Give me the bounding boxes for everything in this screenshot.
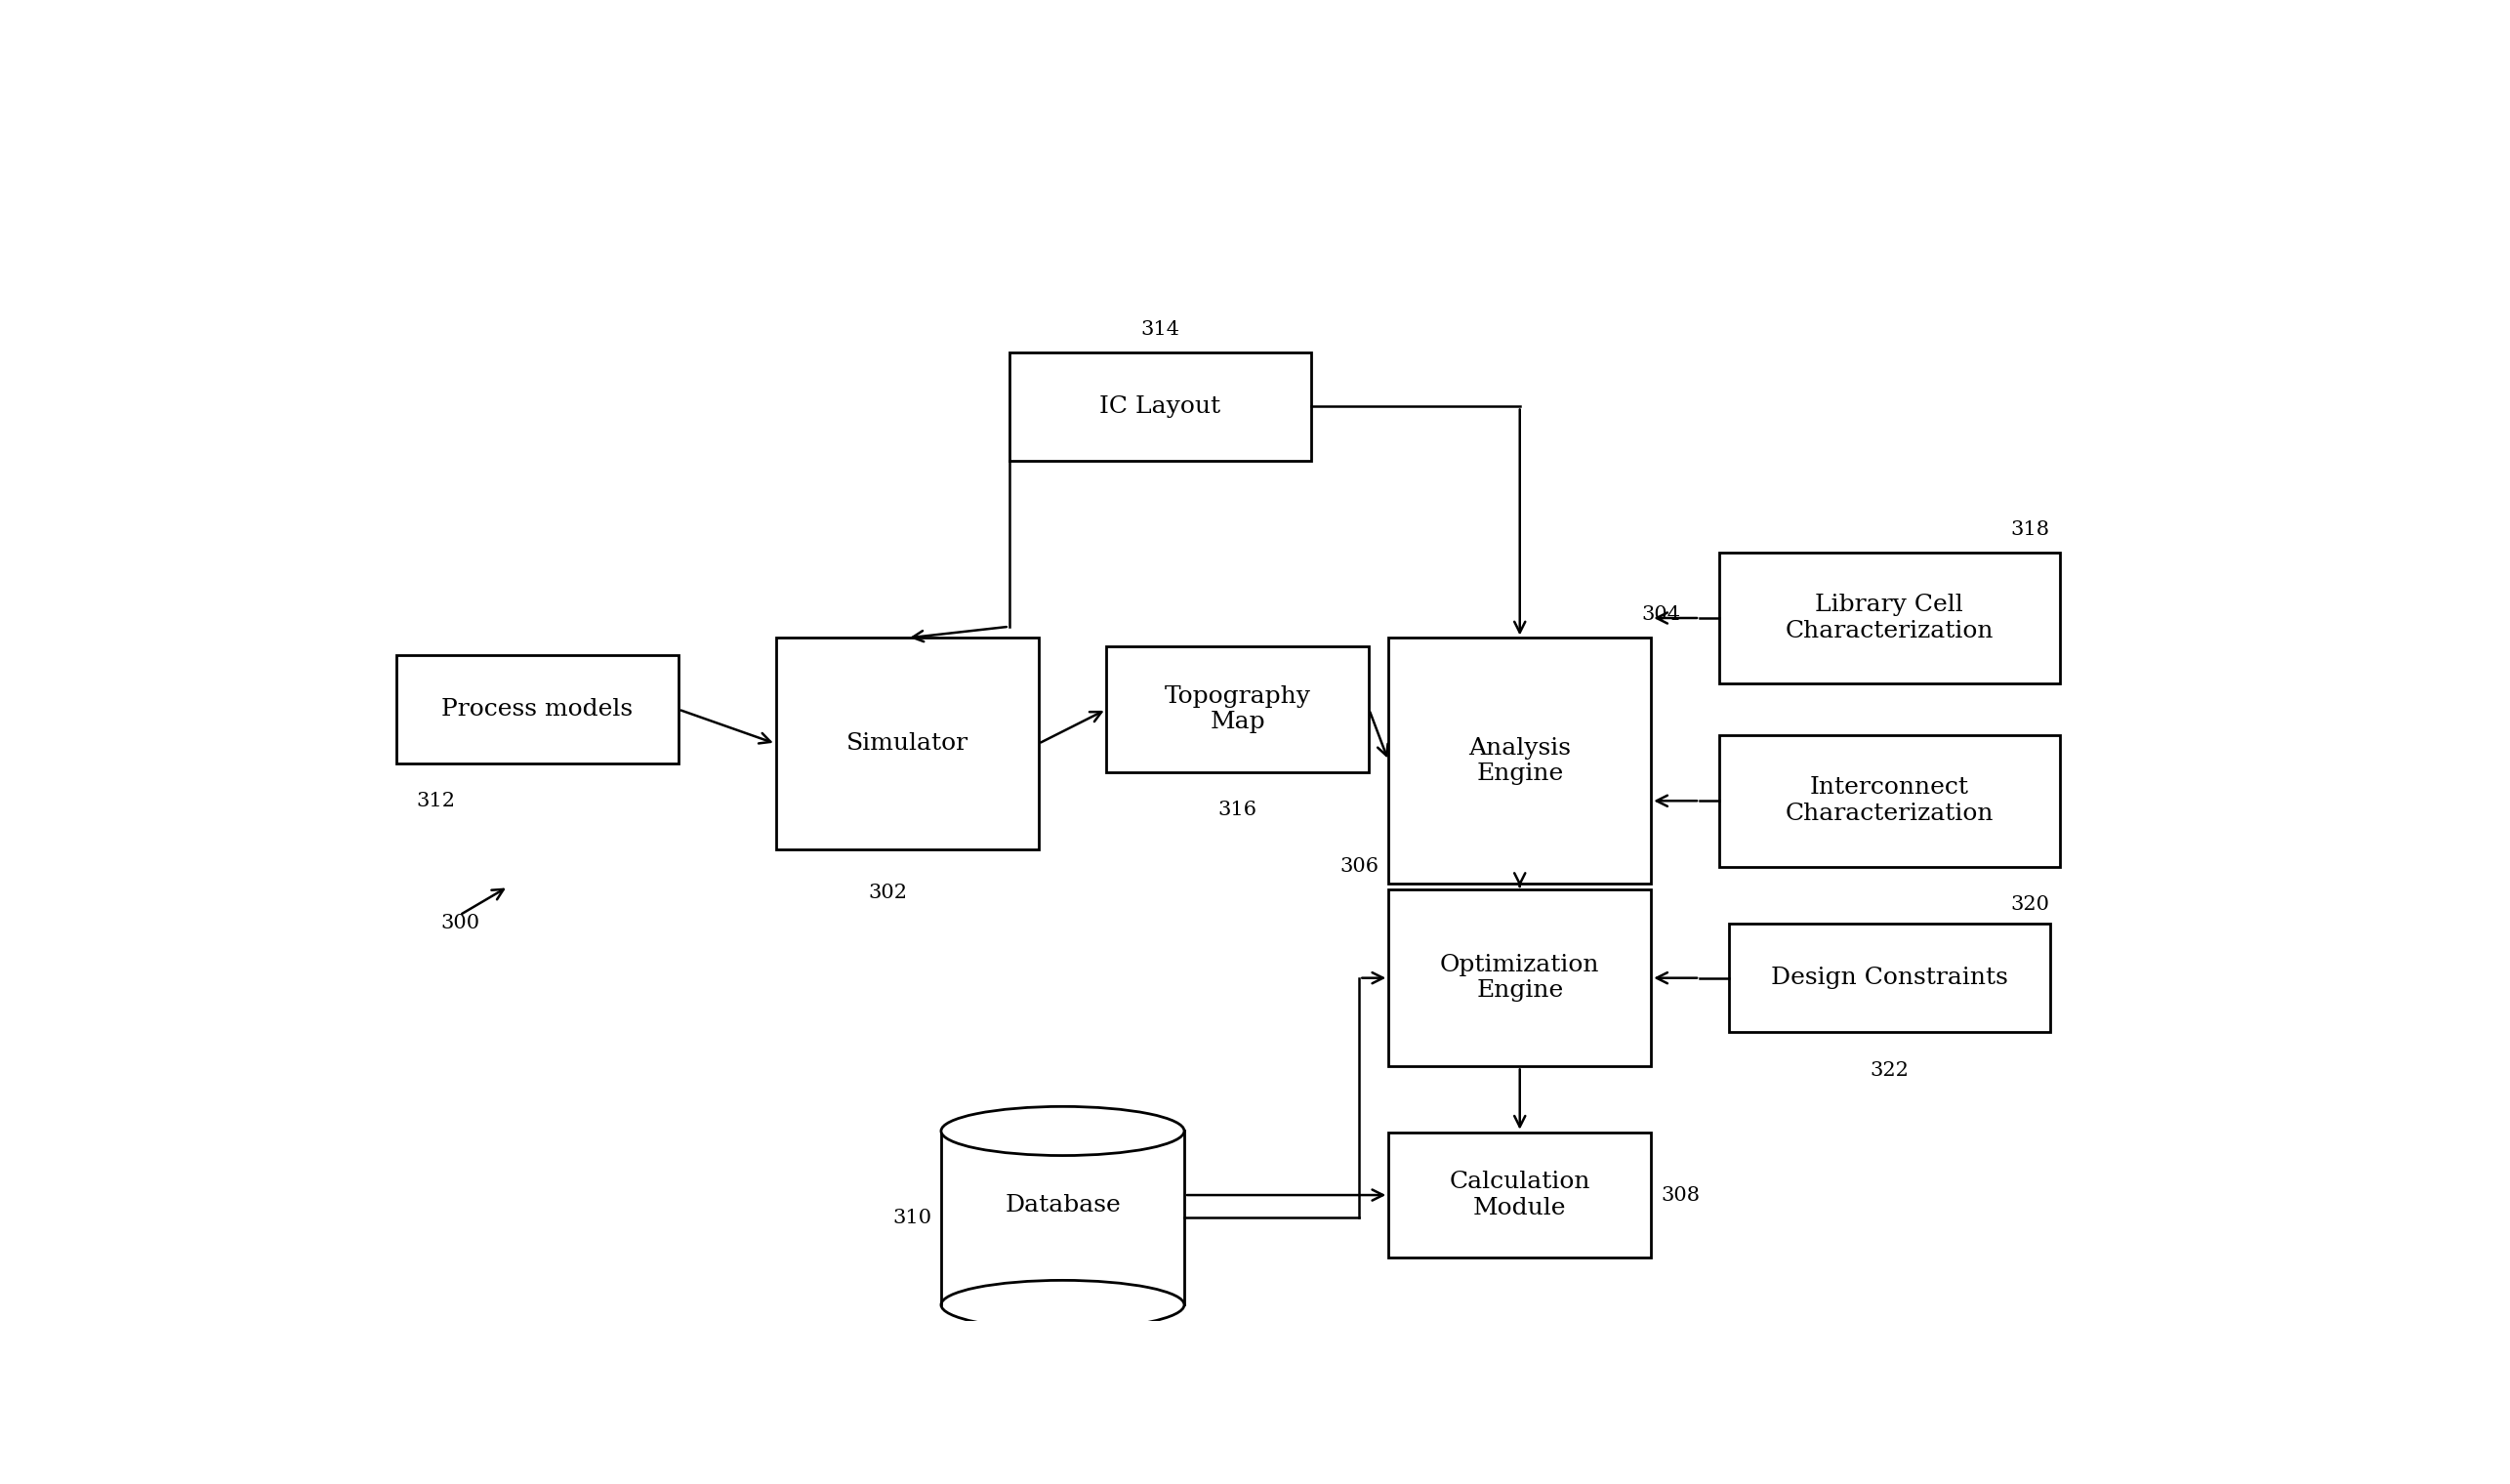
Text: IC Layout: IC Layout	[1099, 395, 1220, 418]
Text: Process models: Process models	[442, 697, 633, 721]
Text: 310: 310	[891, 1208, 931, 1227]
Text: 300: 300	[439, 914, 479, 932]
Bar	[1388, 638, 1652, 883]
Text: Calculation
Module: Calculation Module	[1448, 1171, 1591, 1220]
Text: 322: 322	[1870, 1061, 1910, 1079]
Text: 306: 306	[1340, 858, 1378, 876]
Text: Optimization
Engine: Optimization Engine	[1441, 954, 1599, 1002]
Bar	[1388, 1132, 1652, 1258]
Text: 316: 316	[1217, 801, 1258, 819]
Bar	[941, 1131, 1185, 1304]
Bar	[1388, 889, 1652, 1067]
Text: 320: 320	[2011, 895, 2051, 914]
Text: Analysis
Engine: Analysis Engine	[1468, 736, 1571, 785]
Text: 308: 308	[1662, 1186, 1699, 1205]
Ellipse shape	[941, 1281, 1185, 1330]
Bar	[1107, 647, 1368, 772]
Text: Design Constraints: Design Constraints	[1772, 966, 2008, 990]
Text: 318: 318	[2011, 519, 2051, 539]
Text: 302: 302	[868, 883, 906, 902]
Text: Interconnect
Characterization: Interconnect Characterization	[1785, 776, 1993, 825]
Bar	[1009, 352, 1310, 462]
Text: 314: 314	[1140, 321, 1180, 338]
Text: 312: 312	[417, 792, 454, 810]
Text: Simulator: Simulator	[846, 733, 969, 755]
Text: Topography
Map: Topography Map	[1165, 686, 1310, 733]
Bar	[1719, 552, 2061, 684]
Bar	[776, 638, 1039, 849]
Text: Database: Database	[1004, 1195, 1119, 1217]
Text: 304: 304	[1642, 605, 1679, 625]
Ellipse shape	[941, 1107, 1185, 1156]
Text: Library Cell
Characterization: Library Cell Characterization	[1785, 594, 1993, 643]
Bar	[397, 654, 678, 764]
Bar	[1729, 923, 2051, 1033]
Bar	[1719, 735, 2061, 867]
